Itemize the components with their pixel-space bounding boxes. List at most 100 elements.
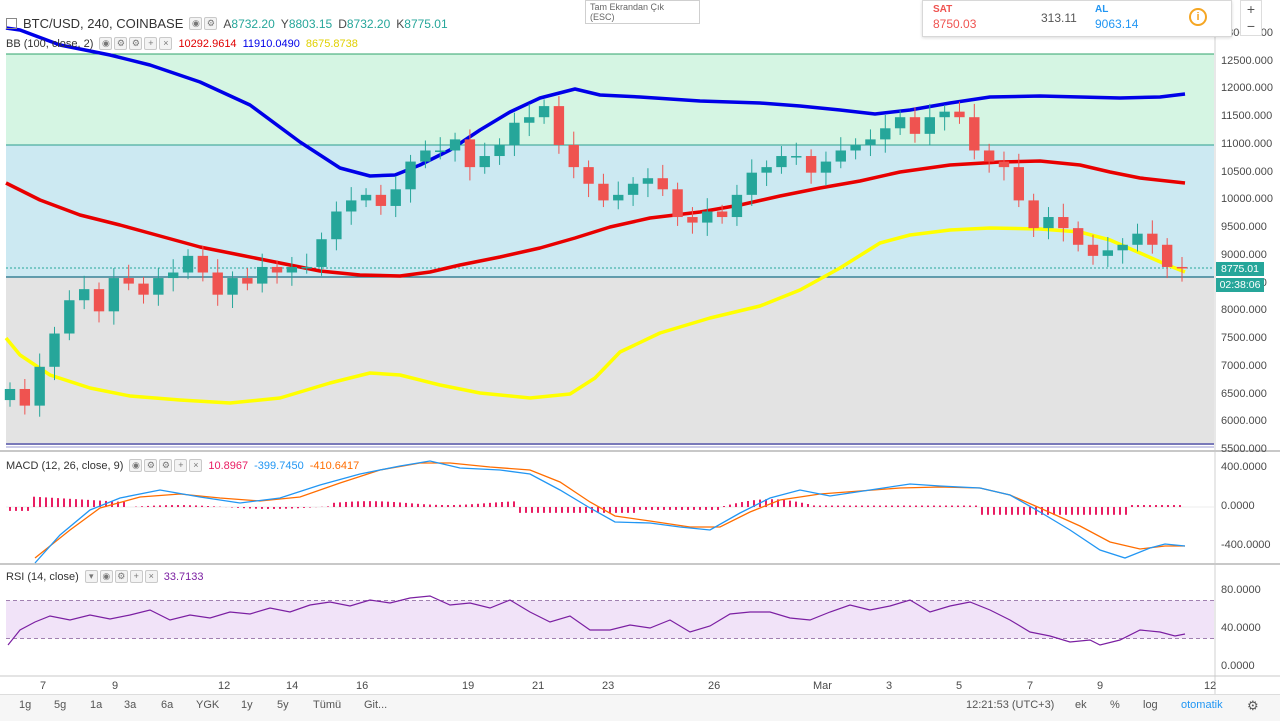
zoom-controls: + − — [1240, 0, 1262, 36]
bb-basis-value: 10292.9614 — [178, 37, 237, 50]
candle-body — [19, 388, 31, 406]
candle-body — [123, 278, 134, 284]
main-chart[interactable] — [0, 0, 1280, 694]
time-tick-label: Mar — [813, 680, 832, 692]
clock[interactable]: 12:21:53 (UTC+3) — [966, 699, 1055, 711]
auto-scale-toggle[interactable]: otomatik — [1181, 699, 1223, 711]
sell-button[interactable]: SAT 8750.03 — [933, 4, 976, 31]
time-tick-label: 19 — [462, 680, 475, 692]
info-icon[interactable]: i — [1189, 8, 1207, 26]
candle-body — [939, 111, 950, 118]
chart-menu-icon[interactable] — [6, 18, 17, 29]
gear-icon[interactable]: ⚙ — [144, 459, 158, 472]
range-1a[interactable]: 1a — [90, 699, 103, 711]
macd-controls[interactable]: ◉ ⚙ ⚙ + × — [129, 459, 203, 472]
range-1y[interactable]: 1y — [241, 699, 253, 711]
candle-body — [746, 172, 757, 195]
rsi-tick-label: 80.0000 — [1221, 584, 1261, 596]
gear-icon[interactable]: ⚙ — [114, 570, 128, 583]
price-tick-label: 12500.000 — [1221, 54, 1273, 67]
candle-body — [642, 178, 654, 184]
candle-body — [346, 200, 357, 212]
rsi-line — [7, 595, 1186, 646]
candle-body — [464, 139, 476, 168]
candle-body — [731, 194, 743, 218]
zoom-out-button[interactable]: − — [1246, 18, 1256, 34]
price-tick-label: 5500.000 — [1221, 443, 1267, 455]
range-6a[interactable]: 6a — [161, 699, 174, 711]
candle-body — [227, 278, 238, 295]
time-tick-label: 14 — [286, 680, 299, 692]
candle-body — [420, 150, 431, 162]
candle-body — [197, 255, 209, 273]
candle-body — [538, 106, 550, 118]
symbol-title: BTC/USD, 240, COINBASE — [23, 16, 184, 31]
candle-body — [524, 117, 535, 123]
buy-button[interactable]: AL 9063.14 — [1095, 4, 1138, 31]
time-tick-label: 16 — [356, 680, 369, 692]
range-5g[interactable]: 5g — [54, 699, 67, 711]
candle-body — [301, 266, 312, 269]
range-1g[interactable]: 1g — [19, 699, 32, 711]
ohlc-open: A8732.20 — [223, 16, 275, 31]
macd-legend: MACD (12, 26, close, 9) ◉ ⚙ ⚙ + × 10.896… — [6, 459, 359, 472]
range-all[interactable]: Tümü — [313, 699, 342, 711]
ohlc-high: Y8803.15 — [280, 16, 333, 31]
spread-value: 313.11 — [1041, 11, 1077, 25]
candle-body — [1058, 217, 1069, 229]
gear-icon[interactable]: ⚙ — [114, 37, 128, 50]
symbol-controls[interactable]: ◉ ⚙ — [189, 17, 218, 30]
goto-date-button[interactable]: Git... — [364, 699, 388, 711]
candle-body — [1102, 250, 1114, 256]
candle-body — [331, 211, 342, 240]
candle-body — [865, 139, 876, 145]
range-5y[interactable]: 5y — [277, 699, 289, 711]
last-price-tag: 8775.01 — [1216, 262, 1264, 276]
eye-icon[interactable]: ◉ — [189, 17, 203, 30]
extended-hours-toggle[interactable]: ek — [1075, 699, 1087, 711]
close-icon[interactable]: × — [189, 459, 203, 472]
rsi-controls[interactable]: ▾ ◉ ⚙ + × — [84, 570, 158, 583]
candle-body — [894, 117, 906, 129]
candle-body — [850, 144, 861, 151]
more-icon[interactable]: + — [174, 459, 188, 472]
range-ygk[interactable]: YGK — [196, 699, 220, 711]
eye-icon[interactable]: ◉ — [99, 37, 113, 50]
bb-controls[interactable]: ◉ ⚙ ⚙ + × — [99, 37, 173, 50]
bb-lower-value: 8675.8738 — [305, 37, 358, 50]
close-icon[interactable]: × — [159, 37, 173, 50]
candle-body — [271, 266, 283, 273]
range-3a[interactable]: 3a — [124, 699, 137, 711]
percent-toggle[interactable]: % — [1110, 699, 1120, 711]
candle-body — [702, 211, 713, 223]
candle-body — [969, 117, 980, 151]
chevron-down-icon[interactable]: ▾ — [84, 570, 98, 583]
settings-icon[interactable]: ⚙ — [1247, 698, 1259, 713]
macd-signal-line — [34, 462, 1185, 559]
lower-band — [4, 226, 1186, 405]
settings-icon[interactable]: ⚙ — [129, 37, 143, 50]
candle-body — [1087, 244, 1099, 256]
log-toggle[interactable]: log — [1143, 699, 1158, 711]
bottom-toolbar: 1g 5g 1a 3a 6a YGK 1y 5y Tümü Git... 12:… — [0, 694, 1280, 721]
buy-label: AL — [1095, 4, 1109, 15]
macd-line-value: -399.7450 — [254, 459, 304, 472]
eye-icon[interactable]: ◉ — [129, 459, 143, 472]
zoom-in-button[interactable]: + — [1246, 1, 1256, 17]
more-icon[interactable]: + — [144, 37, 158, 50]
macd-legend-name: MACD (12, 26, close, 9) — [6, 459, 124, 472]
upper-band — [5, 26, 1186, 178]
gear-icon[interactable]: ⚙ — [204, 17, 218, 30]
price-tick-label: 10500.000 — [1221, 165, 1273, 178]
eye-icon[interactable]: ◉ — [99, 570, 113, 583]
settings-icon[interactable]: ⚙ — [159, 459, 173, 472]
time-tick-label: 9 — [1097, 680, 1104, 692]
candle-body — [1117, 244, 1128, 251]
close-icon[interactable]: × — [144, 570, 158, 583]
candle-body — [835, 150, 846, 162]
bb-legend-name: BB (100, close, 2) — [6, 37, 94, 50]
candle-body — [998, 161, 1010, 168]
candle-body — [627, 183, 639, 195]
more-icon[interactable]: + — [129, 570, 143, 583]
time-tick-label: 7 — [40, 680, 47, 692]
